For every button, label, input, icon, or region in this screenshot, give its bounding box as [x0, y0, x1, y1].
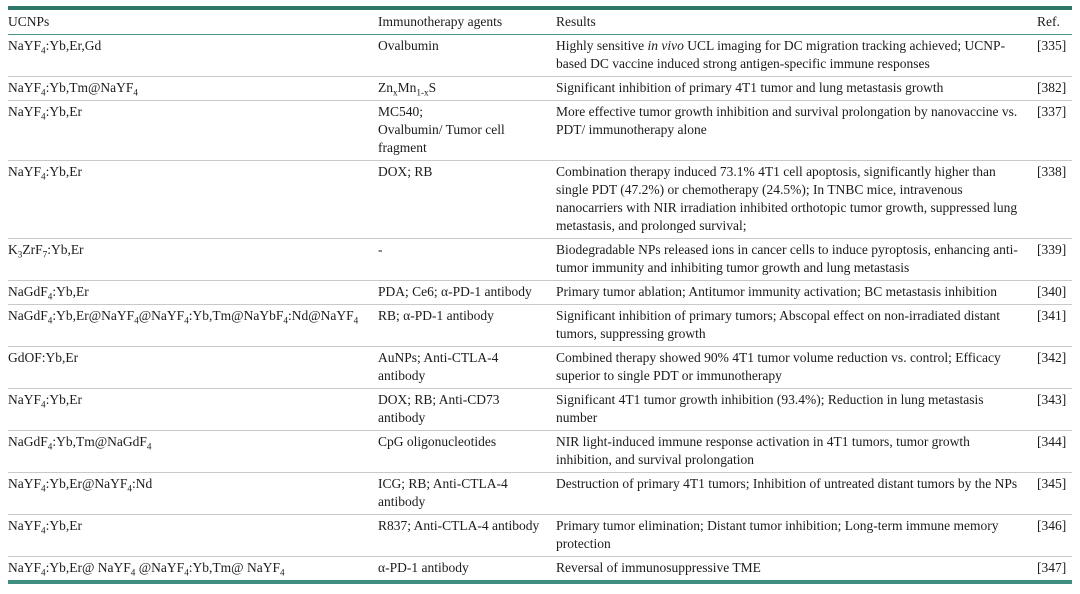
col-header-immunotherapy-agents: Immunotherapy agents: [378, 8, 556, 35]
results-cell: More effective tumor growth inhibition a…: [556, 100, 1037, 161]
ref-cell: [382]: [1037, 76, 1072, 101]
ref-cell: [346]: [1037, 514, 1072, 557]
ucnp-cell: NaGdF4:Yb,Er@NaYF4@NaYF4:Yb,Tm@NaYbF4:Nd…: [8, 304, 378, 347]
ref-cell: [342]: [1037, 346, 1072, 389]
ucnp-cell: NaGdF4:Yb,Tm@NaGdF4: [8, 430, 378, 473]
results-cell: Biodegradable NPs released ions in cance…: [556, 238, 1037, 281]
ref-cell: [344]: [1037, 430, 1072, 473]
table-row: NaGdF4:Yb,Er PDA; Ce6; α-PD-1 antibody P…: [8, 280, 1072, 305]
table-body: NaYF4:Yb,Er,Gd Ovalbumin Highly sensitiv…: [8, 34, 1072, 583]
table-row: NaYF4:Yb,Er R837; Anti-CTLA-4 antibody P…: [8, 514, 1072, 557]
table-row: NaYF4:Yb,Er DOX; RB Combination therapy …: [8, 160, 1072, 239]
results-cell: Primary tumor ablation; Antitumor immuni…: [556, 280, 1037, 305]
table-row: GdOF:Yb,Er AuNPs; Anti-CTLA-4 antibody C…: [8, 346, 1072, 389]
immunotherapy-agents-cell: Ovalbumin: [378, 34, 556, 77]
ref-cell: [338]: [1037, 160, 1072, 239]
ucnp-cell: K3ZrF7:Yb,Er: [8, 238, 378, 281]
ucnp-cell: NaYF4:Yb,Tm@NaYF4: [8, 76, 378, 101]
table-row: NaYF4:Yb,Er MC540; Ovalbumin/ Tumor cell…: [8, 100, 1072, 161]
table-row: NaYF4:Yb,Er DOX; RB; Anti-CD73 antibody …: [8, 388, 1072, 431]
immunotherapy-agents-cell: ICG; RB; Anti-CTLA-4 antibody: [378, 472, 556, 515]
immunotherapy-agents-cell: MC540; Ovalbumin/ Tumor cell fragment: [378, 100, 556, 161]
ucnp-immunotherapy-table-wrap: UCNPs Immunotherapy agents Results Ref. …: [8, 6, 1072, 584]
results-cell: Significant inhibition of primary 4T1 tu…: [556, 76, 1037, 101]
results-cell: Destruction of primary 4T1 tumors; Inhib…: [556, 472, 1037, 515]
ucnp-cell: NaGdF4:Yb,Er: [8, 280, 378, 305]
ref-cell: [341]: [1037, 304, 1072, 347]
results-cell: Combined therapy showed 90% 4T1 tumor vo…: [556, 346, 1037, 389]
ref-cell: [339]: [1037, 238, 1072, 281]
table-row: NaYF4:Yb,Tm@NaYF4 ZnxMn1-xS Significant …: [8, 76, 1072, 101]
ref-cell: [337]: [1037, 100, 1072, 161]
results-cell: NIR light-induced immune response activa…: [556, 430, 1037, 473]
immunotherapy-agents-cell: RB; α-PD-1 antibody: [378, 304, 556, 347]
ref-cell: [345]: [1037, 472, 1072, 515]
immunotherapy-agents-cell: PDA; Ce6; α-PD-1 antibody: [378, 280, 556, 305]
ref-cell: [347]: [1037, 560, 1067, 575]
results-cell: Combination therapy induced 73.1% 4T1 ce…: [556, 160, 1037, 239]
immunotherapy-agents-cell: α-PD-1 antibody: [378, 560, 469, 575]
ucnp-cell: NaYF4:Yb,Er: [8, 100, 378, 161]
ucnp-cell: NaYF4:Yb,Er: [8, 514, 378, 557]
ucnp-cell: NaYF4:Yb,Er: [8, 388, 378, 431]
table-row: NaYF4:Yb,Er@ NaYF4 @NaYF4:Yb,Tm@ NaYF4 α…: [8, 557, 1072, 583]
ref-cell: [343]: [1037, 388, 1072, 431]
col-header-ref: Ref.: [1037, 8, 1072, 35]
immunotherapy-agents-cell: -: [378, 238, 556, 281]
immunotherapy-agents-cell: DOX; RB: [378, 160, 556, 239]
results-cell: Primary tumor elimination; Distant tumor…: [556, 514, 1037, 557]
table-row: NaGdF4:Yb,Tm@NaGdF4 CpG oligonucleotides…: [8, 430, 1072, 473]
ucnp-cell: GdOF:Yb,Er: [8, 346, 378, 389]
col-header-ucnps: UCNPs: [8, 8, 378, 35]
immunotherapy-agents-cell: AuNPs; Anti-CTLA-4 antibody: [378, 346, 556, 389]
table-header-row: UCNPs Immunotherapy agents Results Ref.: [8, 8, 1072, 35]
ucnp-cell: NaYF4:Yb,Er@ NaYF4 @NaYF4:Yb,Tm@ NaYF4: [8, 560, 285, 578]
immunotherapy-agents-cell: CpG oligonucleotides: [378, 430, 556, 473]
ucnp-cell: NaYF4:Yb,Er,Gd: [8, 34, 378, 77]
results-cell: Highly sensitive in vivo UCL imaging for…: [556, 34, 1037, 77]
ucnp-cell: NaYF4:Yb,Er@NaYF4:Nd: [8, 472, 378, 515]
results-cell: Reversal of immunosuppressive TME: [556, 560, 761, 575]
table-row: NaYF4:Yb,Er@NaYF4:Nd ICG; RB; Anti-CTLA-…: [8, 472, 1072, 515]
ucnp-cell: NaYF4:Yb,Er: [8, 160, 378, 239]
results-cell: Significant inhibition of primary tumors…: [556, 304, 1037, 347]
table-row: NaGdF4:Yb,Er@NaYF4@NaYF4:Yb,Tm@NaYbF4:Nd…: [8, 304, 1072, 347]
ref-cell: [340]: [1037, 280, 1072, 305]
table-row: NaYF4:Yb,Er,Gd Ovalbumin Highly sensitiv…: [8, 34, 1072, 77]
immunotherapy-agents-cell: ZnxMn1-xS: [378, 76, 556, 101]
results-cell: Significant 4T1 tumor growth inhibition …: [556, 388, 1037, 431]
table-row: K3ZrF7:Yb,Er - Biodegradable NPs release…: [8, 238, 1072, 281]
immunotherapy-agents-cell: R837; Anti-CTLA-4 antibody: [378, 514, 556, 557]
ucnp-immunotherapy-table: UCNPs Immunotherapy agents Results Ref. …: [8, 6, 1072, 584]
col-header-results: Results: [556, 8, 1037, 35]
ref-cell: [335]: [1037, 34, 1072, 77]
immunotherapy-agents-cell: DOX; RB; Anti-CD73 antibody: [378, 388, 556, 431]
